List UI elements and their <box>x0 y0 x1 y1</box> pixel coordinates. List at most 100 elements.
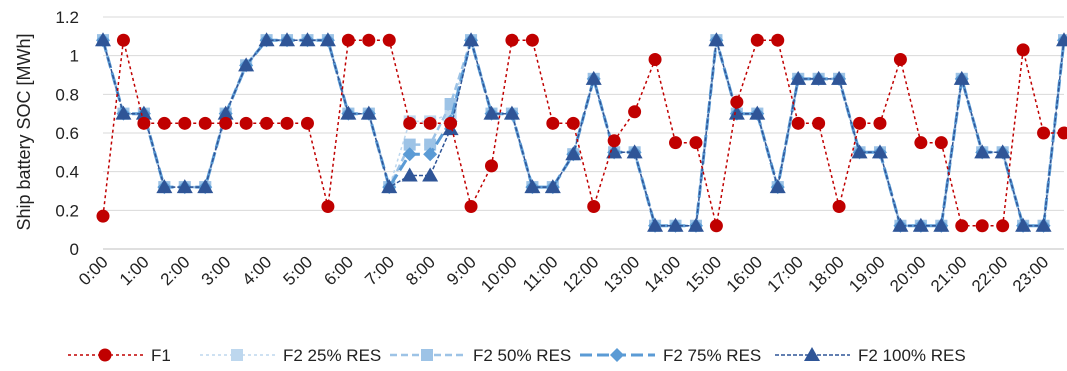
data-point-square <box>403 138 416 151</box>
y-tick-label: 0.4 <box>55 163 79 182</box>
x-tick-label: 12:00 <box>559 252 603 296</box>
data-point-triangle <box>1035 217 1052 232</box>
data-point-circle <box>709 219 723 233</box>
x-tick-label: 5:00 <box>279 252 316 289</box>
data-point-circle <box>300 116 314 130</box>
data-point-circle <box>771 33 785 47</box>
data-point-triangle <box>360 105 377 120</box>
data-point-triangle <box>299 32 316 47</box>
data-point-triangle <box>749 105 766 120</box>
y-tick-label: 0 <box>70 240 79 259</box>
data-point-circle <box>1057 126 1067 140</box>
data-point-circle <box>628 105 642 119</box>
data-point-triangle <box>463 32 480 47</box>
data-point-circle <box>280 116 294 130</box>
data-point-triangle <box>238 57 255 72</box>
data-point-circle <box>791 116 805 130</box>
legend-label: F1 <box>151 346 171 365</box>
gridlines <box>103 16 1064 211</box>
y-tick-labels: 0 0.2 0.4 0.6 0.8 1 1.2 <box>55 8 79 259</box>
data-point-triangle <box>810 70 827 85</box>
legend-item: F2 25% RES <box>200 346 381 365</box>
legend-label: F2 25% RES <box>283 346 381 365</box>
data-point-circle <box>812 116 826 130</box>
data-point-triangle <box>708 32 725 47</box>
data-point-triangle <box>340 105 357 120</box>
series-line <box>102 39 1064 227</box>
x-tick-label: 17:00 <box>763 252 807 296</box>
data-point-triangle <box>503 105 520 120</box>
data-point-triangle <box>933 217 950 232</box>
data-point-circle <box>689 136 703 150</box>
x-tick-label: 22:00 <box>968 252 1012 296</box>
x-tick-label: 18:00 <box>804 252 848 296</box>
data-point-triangle <box>974 144 991 159</box>
x-tick-label: 21:00 <box>927 252 971 296</box>
data-point-triangle <box>1056 32 1067 47</box>
data-point-circle <box>137 116 151 130</box>
data-point-triangle <box>667 217 684 232</box>
data-point-circle <box>934 136 948 150</box>
data-point-circle <box>730 95 744 109</box>
data-point-triangle <box>647 217 664 232</box>
data-point-circle <box>116 33 130 47</box>
data-point-circle <box>1016 43 1030 57</box>
x-tick-label: 0:00 <box>75 252 112 289</box>
data-point-triangle <box>790 70 807 85</box>
data-point-triangle <box>197 179 214 194</box>
data-point-circle <box>566 116 580 130</box>
y-tick-label: 0.2 <box>55 201 79 220</box>
data-point-circle <box>444 116 458 130</box>
y-tick-label: 0.6 <box>55 124 79 143</box>
data-point-triangle <box>892 217 909 232</box>
data-point-triangle <box>851 144 868 159</box>
legend-item: F1 <box>68 346 171 365</box>
data-point-circle <box>260 116 274 130</box>
data-point-triangle <box>804 347 820 361</box>
data-point-diamond <box>610 348 624 362</box>
data-point-circle <box>219 116 233 130</box>
data-point-circle <box>648 53 662 67</box>
x-tick-label: 8:00 <box>402 252 439 289</box>
data-point-circle <box>382 33 396 47</box>
legend-label: F2 50% RES <box>473 346 571 365</box>
data-point-triangle <box>1015 217 1032 232</box>
data-point-circle <box>157 116 171 130</box>
y-tick-label: 1 <box>70 47 79 66</box>
data-point-square <box>421 349 433 361</box>
data-point-square <box>231 349 243 361</box>
data-point-circle <box>955 219 969 233</box>
legend-label: F2 100% RES <box>858 346 966 365</box>
data-point-triangle <box>953 70 970 85</box>
data-point-circle <box>178 116 192 130</box>
data-point-triangle <box>95 32 111 47</box>
series-line <box>101 34 1066 228</box>
data-point-circle <box>362 33 376 47</box>
data-point-circle <box>750 33 764 47</box>
data-point-circle <box>239 116 253 130</box>
data-point-diamond <box>423 147 438 162</box>
x-tick-label: 20:00 <box>886 252 930 296</box>
data-point-triangle <box>524 179 541 194</box>
data-point-square <box>424 138 437 151</box>
data-point-triangle <box>606 144 623 159</box>
y-tick-label: 1.2 <box>55 8 79 27</box>
data-point-circle <box>198 116 212 130</box>
data-point-triangle <box>115 105 132 120</box>
data-point-diamond <box>402 147 417 162</box>
data-point-triangle <box>728 105 745 120</box>
data-point-triangle <box>585 70 602 85</box>
data-point-triangle <box>626 144 643 159</box>
x-tick-label: 23:00 <box>1009 252 1053 296</box>
x-tick-label: 16:00 <box>723 252 767 296</box>
x-tick-label: 11:00 <box>519 252 562 295</box>
x-tick-label: 15:00 <box>682 252 726 296</box>
legend-item: F2 50% RES <box>390 346 571 365</box>
data-point-triangle <box>135 105 152 120</box>
data-point-circle <box>873 116 887 130</box>
data-point-triangle <box>687 217 704 232</box>
data-point-circle <box>1037 126 1051 140</box>
data-point-triangle <box>831 70 848 85</box>
data-point-circle <box>914 136 928 150</box>
